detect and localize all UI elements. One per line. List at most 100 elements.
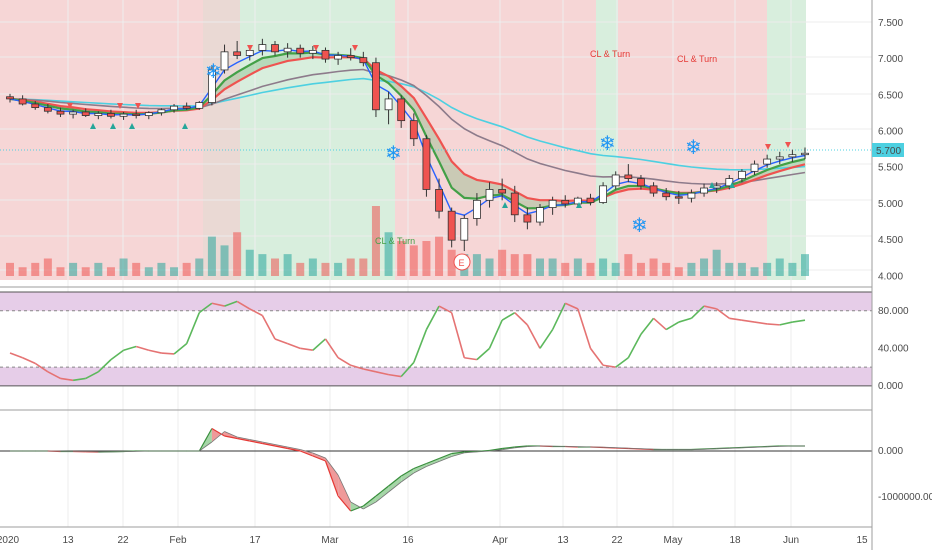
candle-body (31, 103, 40, 109)
osc-fill-segment (375, 486, 389, 502)
rsi-tick-label: 40.000 (878, 343, 909, 354)
volume-bar (409, 245, 418, 276)
rsi-line-segment (148, 349, 162, 354)
rsi-line-segment (135, 345, 150, 351)
rsi-line-segment (526, 324, 541, 349)
osc-signal-segment (350, 501, 364, 510)
candle-body (372, 62, 380, 111)
rsi-axis[interactable]: 80.000 40.000 0.000 (878, 306, 909, 392)
rsi-line-segment (324, 338, 339, 359)
osc-fill-segment (338, 475, 351, 511)
time-tick-label: 17 (249, 535, 261, 546)
earnings-label: E (459, 258, 465, 268)
rsi-line-segment (539, 329, 554, 349)
volume-bar (359, 258, 368, 276)
candle-body (346, 55, 355, 59)
osc-signal-segment (337, 474, 352, 503)
rsi-line-segment (464, 356, 478, 361)
volume-bar (662, 262, 671, 276)
osc-signal-segment (224, 431, 238, 438)
earnings-marker[interactable]: E (453, 253, 471, 271)
rsi-line-segment (413, 329, 428, 363)
price-tick-label: 6.500 (878, 90, 903, 101)
osc-signal-segment (237, 436, 250, 440)
rsi-tick-label: 80.000 (878, 306, 909, 317)
osc-signal-segment (514, 446, 528, 449)
osc-line-segment (375, 485, 389, 497)
rsi-pane[interactable] (0, 291, 872, 387)
volume-bar (81, 267, 90, 276)
candle-body (6, 96, 14, 100)
buy-arrow-marker (576, 202, 582, 208)
ema-slow-line (9, 77, 806, 171)
rsi-line-segment (9, 352, 23, 359)
candle-body (536, 207, 544, 223)
sell-arrow-marker (117, 103, 123, 109)
candle-body (662, 192, 671, 198)
rsi-line-segment (34, 362, 49, 373)
volume-bar (586, 262, 595, 276)
price-tick-label: 6.000 (878, 127, 903, 138)
osc-line-segment (489, 447, 503, 452)
osc-signal-segment (628, 447, 641, 450)
rsi-line-segment (363, 368, 377, 373)
rsi-line-segment (754, 321, 768, 325)
rsi-line-segment (123, 345, 137, 351)
rsi-line-segment (274, 338, 288, 345)
osc-signal-segment (704, 448, 717, 450)
rsi-line-segment (198, 302, 213, 314)
ema-mid-line (9, 68, 806, 185)
osc-signal-segment (754, 446, 768, 448)
osc-signal-segment (640, 448, 654, 450)
time-tick-label: Jun (783, 535, 799, 546)
osc-signal-segment (375, 491, 389, 503)
rsi-line-segment (665, 321, 680, 331)
volume-bar (94, 262, 103, 276)
buy-arrow-marker (502, 202, 508, 208)
candle-body (624, 174, 633, 179)
volume-bar (195, 258, 204, 276)
price-axis[interactable]: 7.500 7.000 6.500 6.000 5.500 5.000 4.500 4.000 (878, 18, 903, 283)
osc-signal-segment (363, 501, 377, 510)
candle-body (397, 98, 406, 122)
rsi-line-segment (72, 377, 86, 382)
osc-signal-segment (767, 445, 780, 448)
osc-line-segment (262, 442, 276, 447)
snowflake-icon: ❄ (205, 61, 222, 83)
time-tick-label: 22 (117, 535, 129, 546)
rsi-line-segment (161, 352, 175, 355)
oscillator-pane[interactable] (0, 427, 872, 512)
rsi-line-segment (173, 343, 188, 355)
volume-bar (43, 258, 52, 276)
price-tick-label: 7.500 (878, 18, 903, 29)
oscillator-axis[interactable]: 0.000 -1000000.000 (878, 446, 932, 503)
osc-line-segment (337, 495, 352, 512)
osc-fill-segment (439, 453, 452, 462)
candle-body (498, 189, 507, 194)
candlestick-series[interactable] (6, 38, 809, 252)
osc-line-segment (388, 475, 402, 487)
candle-body (409, 120, 418, 140)
osc-signal-segment (325, 457, 339, 476)
sell-arrow-marker (765, 144, 771, 150)
candle-body (132, 113, 141, 116)
osc-line-segment (198, 428, 213, 452)
rsi-oversold-band (0, 367, 872, 386)
volume-bar (69, 262, 78, 276)
volume-bar (700, 258, 709, 276)
time-axis[interactable]: 2020 13 22 Feb 17 Mar 16 Apr 13 22 May 18 Jun 15 (0, 535, 868, 546)
trend-band (0, 0, 203, 280)
volume-bar (258, 254, 267, 276)
candle-body (258, 44, 267, 51)
candle-body (107, 113, 115, 117)
volume-bar (56, 267, 65, 276)
volume-bar (144, 267, 153, 276)
osc-line-segment (312, 455, 326, 462)
volume-bar (687, 262, 696, 276)
candle-body (170, 105, 178, 111)
candle-body (788, 154, 797, 158)
snowflake-icon: ❄ (385, 143, 402, 165)
osc-signal-segment (438, 456, 452, 462)
volume-bar (271, 258, 279, 276)
